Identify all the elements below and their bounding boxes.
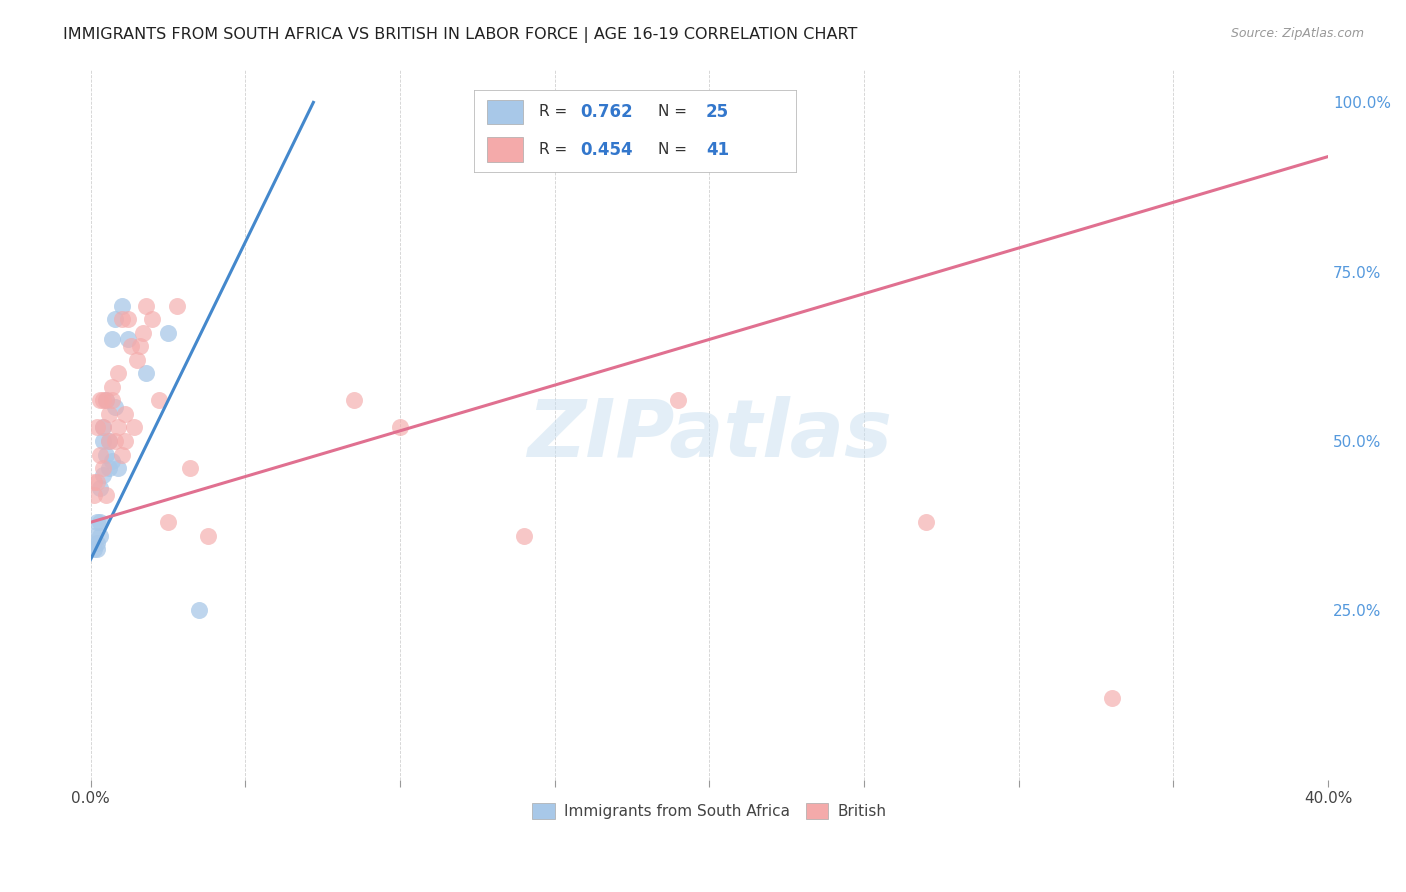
Point: [342, 393, 364, 408]
Point: [129, 339, 152, 353]
Text: IMMIGRANTS FROM SOUTH AFRICA VS BRITISH IN LABOR FORCE | AGE 16-19 CORRELATION C: IMMIGRANTS FROM SOUTH AFRICA VS BRITISH …: [63, 27, 858, 43]
Point: [101, 454, 124, 468]
Point: [83, 475, 105, 489]
Point: [141, 312, 163, 326]
Point: [513, 529, 536, 543]
Point: [107, 366, 129, 380]
Point: [187, 603, 209, 617]
Point: [83, 529, 105, 543]
Point: [86, 515, 108, 529]
Point: [94, 393, 117, 408]
Point: [388, 420, 411, 434]
Point: [89, 515, 111, 529]
Point: [135, 299, 157, 313]
Point: [91, 420, 114, 434]
Point: [110, 448, 132, 462]
Point: [156, 326, 179, 340]
Point: [132, 326, 155, 340]
Point: [117, 333, 139, 347]
Point: [89, 482, 111, 496]
Point: [107, 461, 129, 475]
Text: ZIPatlas: ZIPatlas: [527, 396, 891, 474]
Point: [86, 542, 108, 557]
Point: [197, 529, 219, 543]
Point: [114, 407, 136, 421]
Point: [135, 366, 157, 380]
Point: [98, 434, 121, 448]
Point: [91, 393, 114, 408]
Point: [86, 475, 108, 489]
Point: [117, 312, 139, 326]
Point: [91, 420, 114, 434]
Point: [148, 393, 170, 408]
Point: [83, 542, 105, 557]
Point: [114, 434, 136, 448]
Point: [110, 312, 132, 326]
Point: [94, 393, 117, 408]
Point: [89, 529, 111, 543]
Point: [101, 393, 124, 408]
Point: [179, 461, 201, 475]
Point: [101, 333, 124, 347]
Point: [156, 515, 179, 529]
Point: [107, 420, 129, 434]
Point: [101, 380, 124, 394]
Point: [86, 535, 108, 549]
Point: [104, 400, 127, 414]
Legend: Immigrants from South Africa, British: Immigrants from South Africa, British: [526, 797, 893, 825]
Point: [104, 434, 127, 448]
Point: [94, 488, 117, 502]
Point: [94, 448, 117, 462]
Point: [89, 393, 111, 408]
Point: [1101, 691, 1123, 706]
Point: [104, 312, 127, 326]
Point: [98, 434, 121, 448]
Point: [120, 339, 142, 353]
Point: [668, 393, 690, 408]
Point: [86, 420, 108, 434]
Point: [122, 420, 145, 434]
Point: [89, 448, 111, 462]
Point: [125, 352, 148, 367]
Point: [110, 299, 132, 313]
Point: [91, 434, 114, 448]
Point: [83, 488, 105, 502]
Point: [91, 461, 114, 475]
Point: [98, 407, 121, 421]
Point: [166, 299, 188, 313]
Text: Source: ZipAtlas.com: Source: ZipAtlas.com: [1230, 27, 1364, 40]
Point: [98, 461, 121, 475]
Point: [91, 467, 114, 482]
Point: [915, 515, 938, 529]
